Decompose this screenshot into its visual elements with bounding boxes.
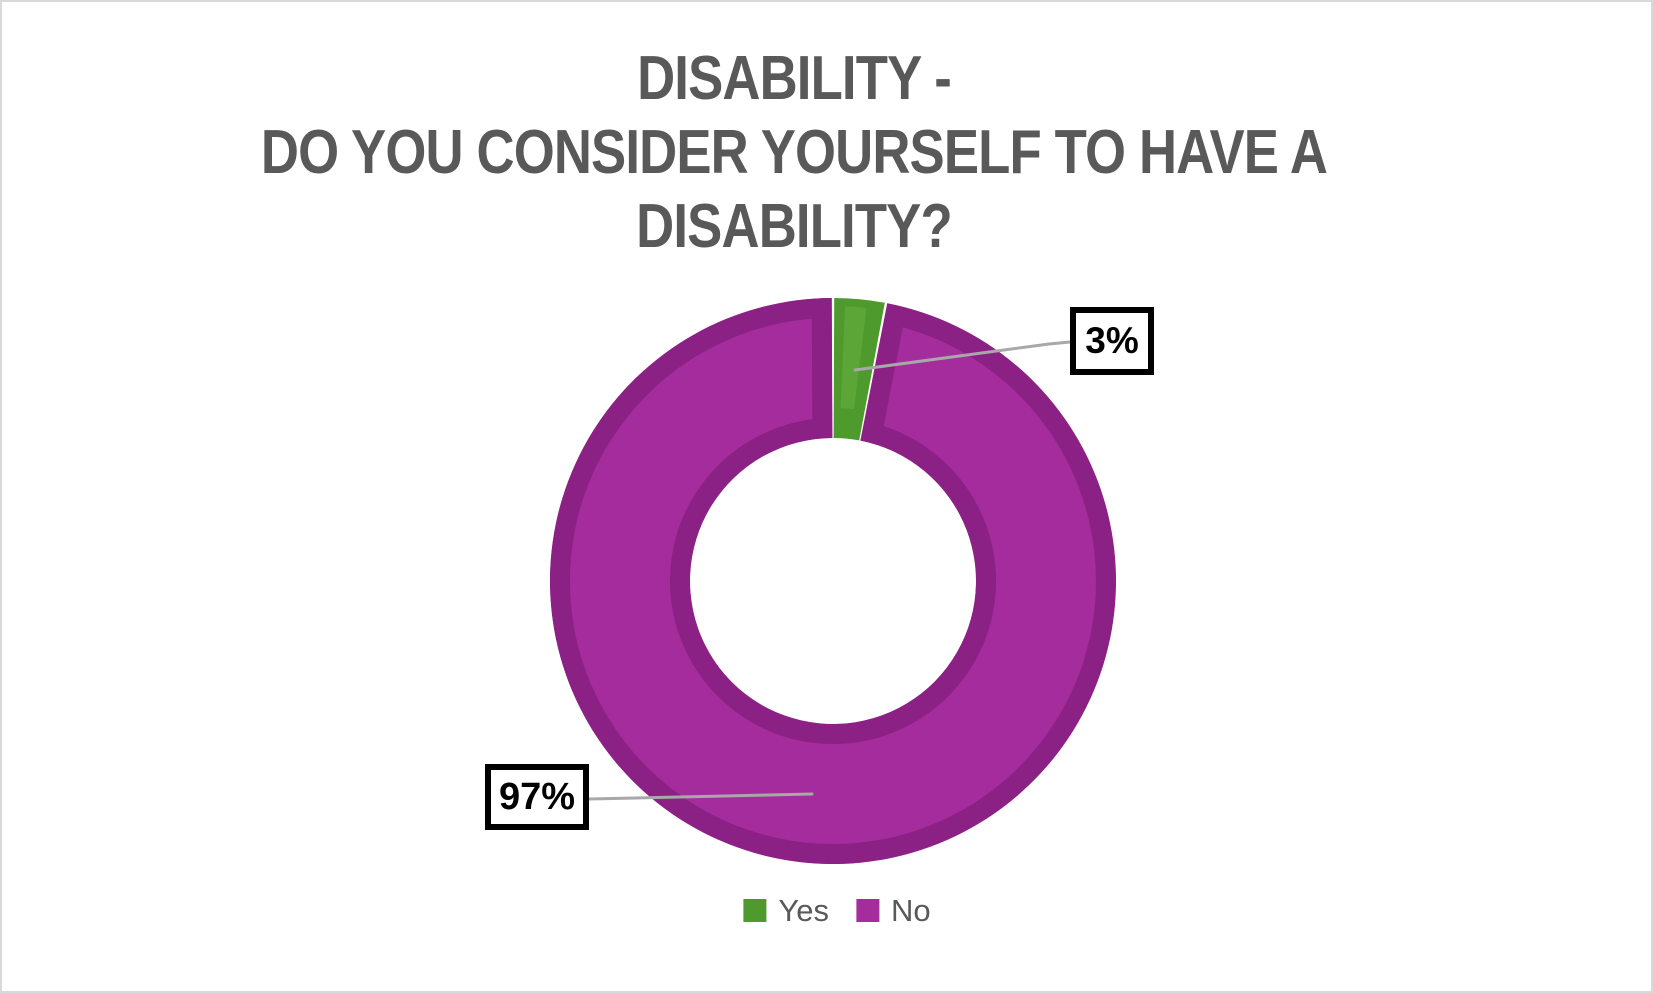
legend-item-no: No [855,893,931,928]
data-label-no-text: 97% [498,775,576,818]
leader-line-no [587,792,814,801]
chart-title-line-1: DISABILITY - [637,44,952,113]
slice-yes-highlight [840,306,867,410]
legend-label-no: No [890,893,931,928]
legend-swatch-no-icon [855,899,879,922]
legend-swatch-yes-icon [743,899,767,922]
data-label-no: 97% [485,764,589,830]
chart-title-line-3: DISABILITY? [636,192,952,261]
legend: Yes No [743,893,931,928]
leader-line-yes [853,340,1072,372]
legend-label-yes: Yes [778,893,829,928]
data-label-yes-text: 3% [1085,320,1139,361]
chart-title: DISABILITY - DO YOU CONSIDER YOURSELF TO… [2,42,1586,264]
chart-title-line-2: DO YOU CONSIDER YOURSELF TO HAVE A [260,118,1328,187]
slice-no [549,298,1116,864]
legend-item-yes: Yes [743,895,829,926]
data-label-yes: 3% [1070,307,1154,375]
